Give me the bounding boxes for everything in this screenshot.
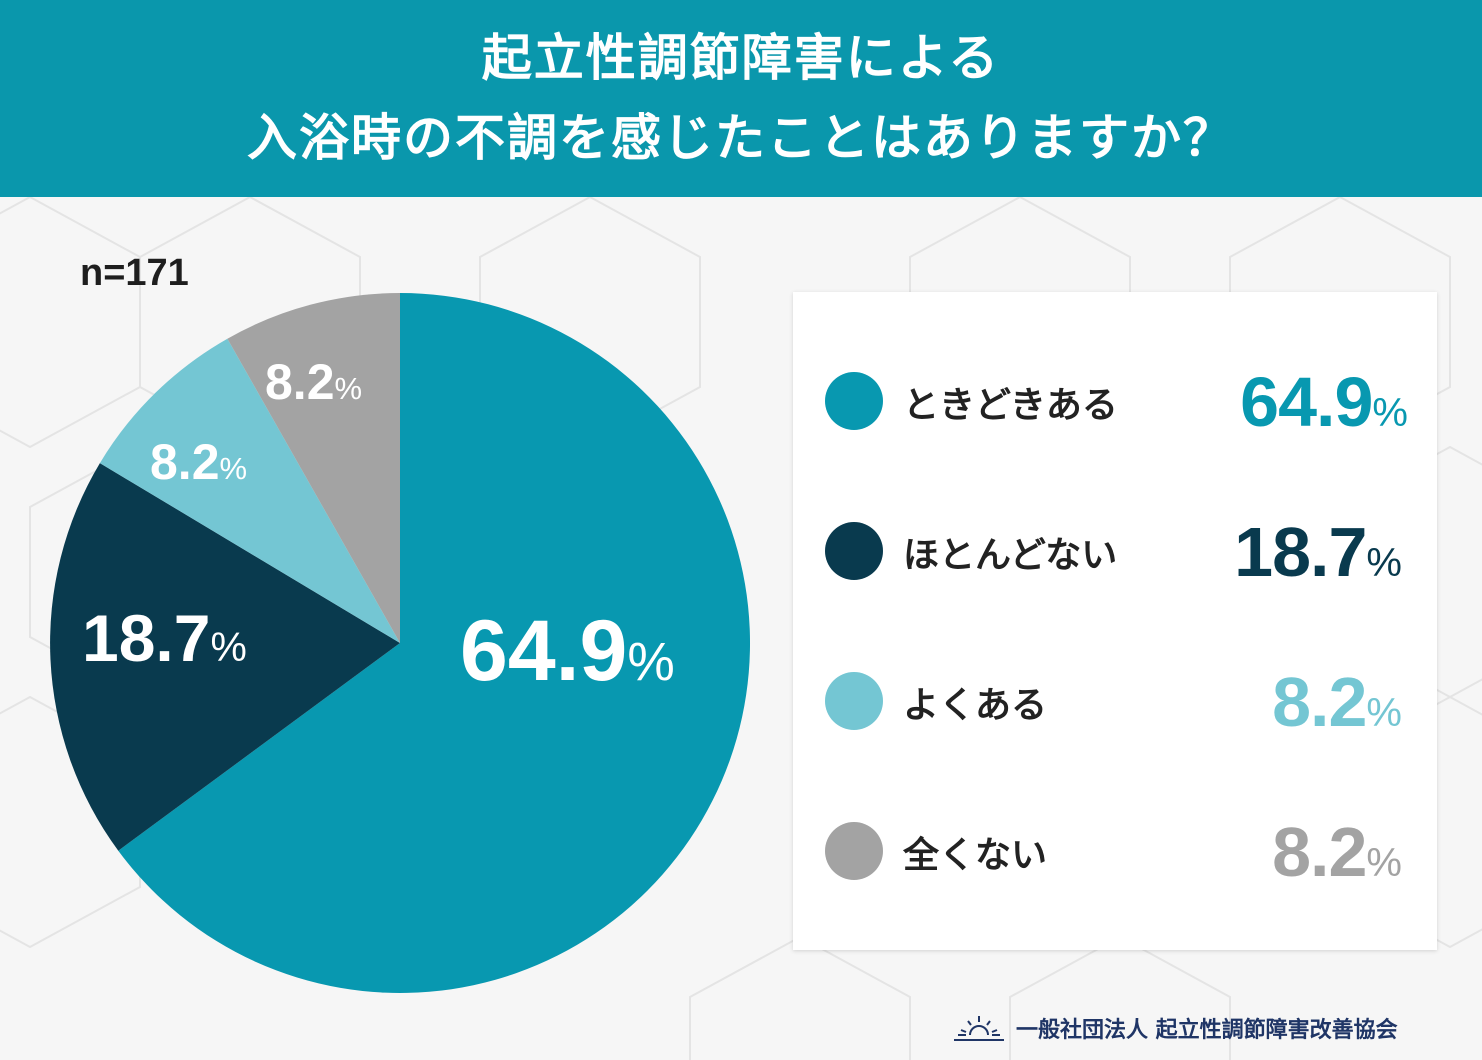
legend-label: 全くない xyxy=(903,835,1048,876)
legend-panel: ときどきある 64.9% ほとんどない 18.7% よくある 8.2% 全くない… xyxy=(793,292,1437,950)
sample-size-label: n=171 xyxy=(80,252,189,294)
pie-slice-never[interactable] xyxy=(227,293,400,643)
pie-slice-often[interactable] xyxy=(99,338,401,643)
legend-dot-icon xyxy=(825,672,883,730)
pie-slice-sometimes[interactable] xyxy=(118,293,751,993)
legend-item-often: よくある 8.2% xyxy=(793,662,1437,742)
legend-dot-icon xyxy=(825,522,883,580)
legend-value: 18.7% xyxy=(1234,513,1402,591)
sunrise-icon xyxy=(954,1016,1004,1041)
slice-label-never: 8.2% xyxy=(265,354,363,410)
slice-label-sometimes: 64.9% xyxy=(460,603,675,699)
legend-item-sometimes: ときどきある 64.9% xyxy=(793,362,1437,442)
pie-chart xyxy=(50,293,751,993)
organization-credit: 一般社団法人 起立性調節障害改善協会 xyxy=(952,1010,1398,1046)
legend-value: 64.9% xyxy=(1240,363,1408,441)
legend-item-never: 全くない 8.2% xyxy=(793,812,1437,892)
legend-item-rarely: ほとんどない 18.7% xyxy=(793,512,1437,592)
title-line-1: 起立性調節障害による xyxy=(481,29,1001,87)
slice-label-often: 8.2% xyxy=(150,434,248,490)
legend-value: 8.2% xyxy=(1272,813,1402,891)
legend-dot-icon xyxy=(825,372,883,430)
pie-slice-rarely[interactable] xyxy=(50,463,401,851)
legend-label: よくある xyxy=(903,685,1048,726)
title-line-2: 入浴時の不調を感じたことはありますか？ xyxy=(247,109,1235,167)
legend-value: 8.2% xyxy=(1272,663,1402,741)
legend-label: ときどきある xyxy=(903,385,1118,426)
legend-dot-icon xyxy=(825,822,883,880)
slice-label-rarely: 18.7% xyxy=(82,601,247,675)
chart-title-banner: 起立性調節障害による 入浴時の不調を感じたことはありますか？ xyxy=(0,0,1482,197)
legend-label: ほとんどない xyxy=(903,535,1118,576)
organization-name: 一般社団法人 起立性調節障害改善協会 xyxy=(1016,1018,1398,1043)
